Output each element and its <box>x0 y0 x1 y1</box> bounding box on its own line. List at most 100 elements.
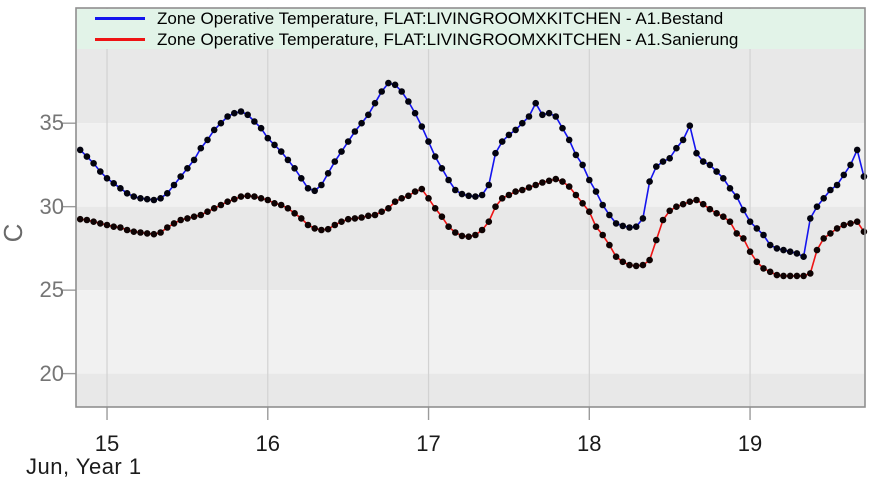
data-point-sanierung <box>512 188 519 195</box>
data-point-sanierung <box>545 177 553 185</box>
data-point-bestand <box>485 181 493 189</box>
data-point-bestand <box>746 218 754 225</box>
data-point-sanierung <box>706 205 714 213</box>
data-point-bestand <box>137 195 144 202</box>
data-point-bestand <box>83 153 91 160</box>
data-point-bestand <box>371 99 379 107</box>
data-point-sanierung <box>786 272 794 280</box>
data-point-sanierung <box>177 216 184 224</box>
data-point-bestand <box>298 175 305 182</box>
data-point-bestand <box>653 163 660 170</box>
data-point-bestand <box>304 185 312 192</box>
data-point-bestand <box>847 161 854 169</box>
data-point-bestand <box>673 144 680 152</box>
data-point-sanierung <box>425 195 432 202</box>
data-point-bestand <box>210 126 218 134</box>
data-point-bestand <box>586 176 593 184</box>
data-point-sanierung <box>552 175 560 183</box>
data-point-sanierung <box>586 208 593 215</box>
data-point-bestand <box>833 181 841 189</box>
data-point-sanierung <box>311 225 319 232</box>
data-point-sanierung <box>445 223 452 230</box>
data-point-sanierung <box>304 221 312 229</box>
data-point-bestand <box>773 245 781 252</box>
legend-line-swatch-bestand <box>95 17 145 20</box>
data-point-sanierung <box>492 203 499 210</box>
data-point-sanierung <box>773 271 781 279</box>
data-point-bestand <box>498 138 506 145</box>
data-point-sanierung <box>673 203 680 210</box>
data-point-bestand <box>324 170 332 177</box>
data-point-sanierung <box>438 213 446 220</box>
data-point-sanierung <box>760 265 767 272</box>
data-point-bestand <box>418 123 426 130</box>
data-point-bestand <box>539 111 546 119</box>
data-point-bestand <box>365 111 372 119</box>
data-point-bestand <box>331 158 339 165</box>
data-point-sanierung <box>666 207 673 215</box>
data-point-bestand <box>639 215 647 222</box>
data-point-bestand <box>385 79 392 87</box>
data-point-bestand <box>277 148 285 155</box>
data-point-sanierung <box>378 208 386 215</box>
data-point-sanierung <box>686 198 694 205</box>
data-point-bestand <box>90 160 97 167</box>
data-point-bestand <box>177 173 184 180</box>
data-point-sanierung <box>472 231 479 239</box>
data-point-sanierung <box>452 229 459 236</box>
data-point-sanierung <box>431 205 439 212</box>
data-point-bestand <box>452 186 459 194</box>
data-point-bestand <box>184 165 191 172</box>
data-point-sanierung <box>579 200 586 207</box>
panel-band <box>76 373 865 407</box>
data-point-bestand <box>632 223 640 230</box>
data-point-bestand <box>619 222 627 230</box>
data-point-sanierung <box>525 184 533 191</box>
data-point-sanierung <box>693 196 700 204</box>
data-point-bestand <box>351 128 359 135</box>
data-point-sanierung <box>853 218 861 225</box>
data-point-sanierung <box>371 211 379 219</box>
data-point-bestand <box>458 190 466 198</box>
data-point-bestand <box>760 231 767 239</box>
data-point-sanierung <box>592 223 600 230</box>
data-point-sanierung <box>418 185 426 193</box>
data-point-sanierung <box>204 208 211 215</box>
data-point-bestand <box>197 144 205 152</box>
data-point-bestand <box>465 192 473 200</box>
data-point-bestand <box>512 126 519 134</box>
x-tick-label: 15 <box>94 431 120 456</box>
data-point-sanierung <box>679 200 687 208</box>
data-point-sanierung <box>257 195 265 202</box>
data-point-sanierung <box>458 232 466 240</box>
data-point-bestand <box>438 165 446 172</box>
data-point-sanierung <box>197 211 205 219</box>
x-tick-label: 18 <box>577 431 602 456</box>
data-point-sanierung <box>117 224 124 231</box>
data-point-sanierung <box>827 230 834 237</box>
data-point-sanierung <box>244 192 251 200</box>
data-point-bestand <box>646 178 653 185</box>
data-point-bestand <box>592 188 600 195</box>
data-point-bestand <box>224 113 231 120</box>
data-point-bestand <box>157 195 164 202</box>
data-point-bestand <box>545 109 553 117</box>
data-point-bestand <box>204 136 211 144</box>
data-point-bestand <box>150 196 158 204</box>
data-point-sanierung <box>619 258 627 266</box>
data-point-bestand <box>820 195 827 202</box>
data-point-bestand <box>425 138 432 145</box>
data-point-bestand <box>793 250 801 257</box>
data-point-sanierung <box>318 226 325 234</box>
data-point-sanierung <box>338 218 345 225</box>
data-point-sanierung <box>217 201 225 209</box>
data-point-bestand <box>478 191 486 199</box>
data-point-sanierung <box>264 196 272 204</box>
data-point-bestand <box>284 156 292 164</box>
data-point-bestand <box>110 180 117 187</box>
data-point-bestand <box>599 201 606 209</box>
data-point-bestand <box>693 149 700 157</box>
x-axis-title: Jun, Year 1 <box>26 454 142 479</box>
data-point-bestand <box>525 113 533 120</box>
data-point-sanierung <box>103 221 111 229</box>
